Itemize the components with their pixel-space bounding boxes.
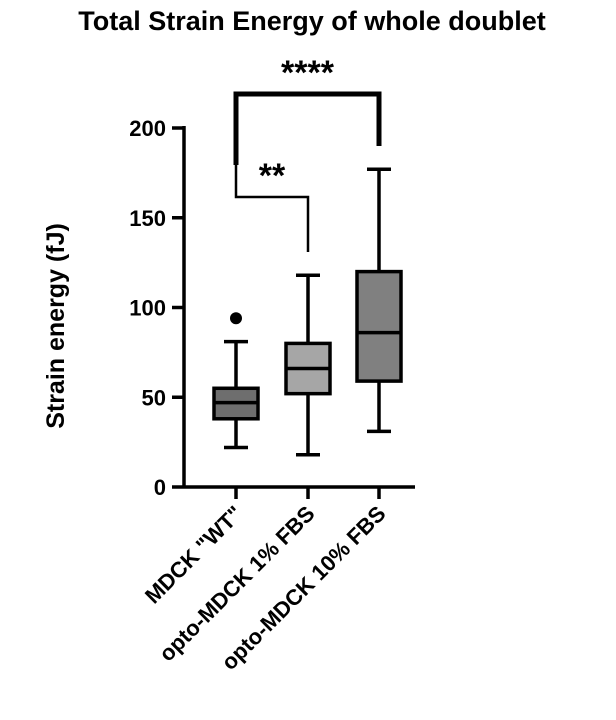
- significance-bracket: [233, 91, 382, 165]
- chart-title: Total Strain Energy of whole doublet: [78, 6, 546, 36]
- significance-bracket: [234, 165, 310, 252]
- y-tick-label: 50: [142, 385, 166, 410]
- y-tick-label: 0: [154, 475, 166, 500]
- y-tick-label: 150: [129, 206, 166, 231]
- box-plots: [212, 167, 403, 457]
- outlier-point: [230, 312, 242, 325]
- y-tick-label: 100: [129, 296, 166, 321]
- y-ticks: 0 50 100 150 200: [129, 116, 184, 500]
- significance-brackets: ******: [233, 54, 382, 252]
- box-iqr: [355, 269, 403, 383]
- significance-label: ****: [281, 54, 335, 92]
- y-tick-label: 200: [129, 116, 166, 141]
- significance-label: **: [259, 157, 286, 195]
- y-axis-label: Strain energy (fJ): [42, 223, 70, 429]
